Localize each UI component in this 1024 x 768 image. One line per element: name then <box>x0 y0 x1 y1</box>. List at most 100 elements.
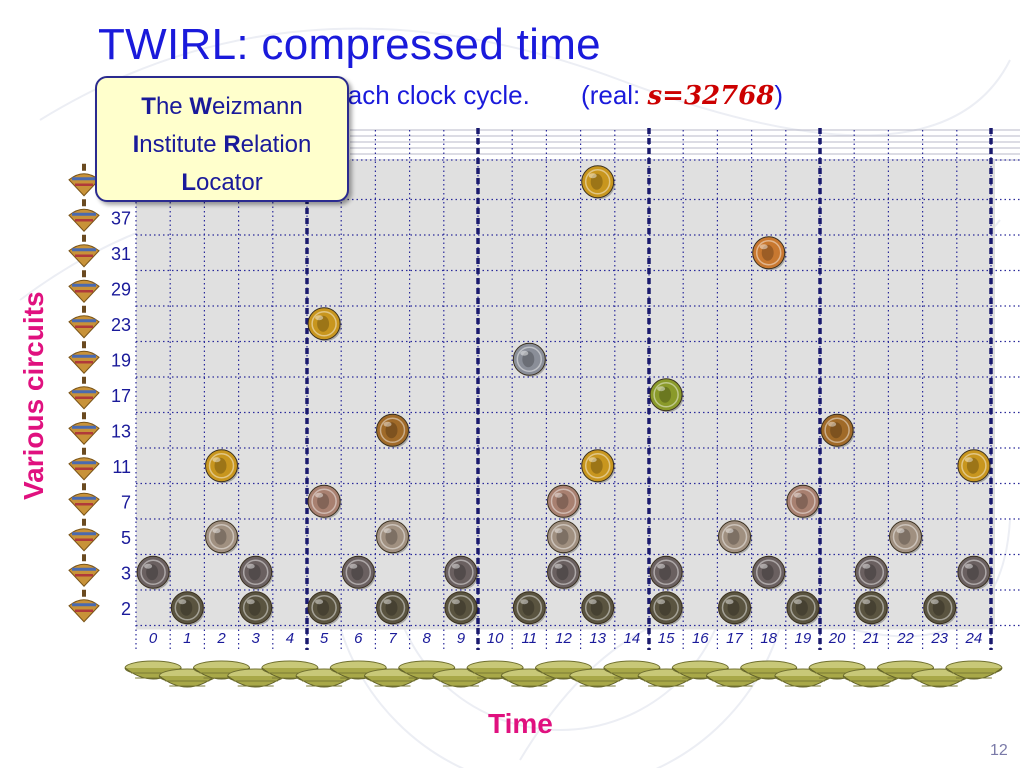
time-tick-label: 22 <box>896 630 914 647</box>
coin-marker-dark <box>581 591 616 626</box>
time-tick-label: 9 <box>457 630 466 647</box>
coin-marker-dark <box>649 591 684 626</box>
time-tick-label: 4 <box>286 630 294 647</box>
spinning-top-icon <box>68 483 100 516</box>
spinning-top-icon <box>68 199 100 232</box>
coin-marker-silver <box>512 342 547 377</box>
slide-title: TWIRL: compressed time <box>98 20 601 69</box>
coin-marker-darkgrey <box>752 555 787 590</box>
time-tick-label: 18 <box>760 630 777 647</box>
time-tick-label: 16 <box>692 630 709 647</box>
coin-marker-green <box>649 378 684 413</box>
circuit-row-label: 7 <box>121 492 131 512</box>
coin-marker-dark <box>923 591 958 626</box>
callout-line-2: Institute Relation <box>132 131 312 158</box>
twirl-acronym-callout: The Weizmann Institute Relation Locator <box>95 76 349 202</box>
basket-icon <box>432 668 490 688</box>
coin-marker-darkgrey <box>957 555 992 590</box>
time-tick-label: 21 <box>862 630 880 647</box>
time-tick-label: 12 <box>555 630 572 647</box>
coin-marker-darkgrey <box>444 555 479 590</box>
time-tick-label: 17 <box>726 630 743 647</box>
circuit-row-label: 17 <box>111 386 131 406</box>
time-tick-label: 11 <box>522 630 538 647</box>
circuit-row-label: 13 <box>111 421 131 441</box>
circuit-row-label: 19 <box>111 350 131 370</box>
coin-marker-grey <box>376 520 410 555</box>
coin-marker-dark <box>512 591 547 626</box>
real-label: (real: <box>581 80 648 110</box>
coin-marker-copper <box>752 236 787 271</box>
coin-marker-grey <box>205 520 239 555</box>
time-tick-label: 20 <box>828 630 846 647</box>
coin-marker-gold <box>581 165 616 200</box>
coin-marker-dark <box>854 591 889 626</box>
spinning-top-icon <box>68 589 100 623</box>
spinning-top-icon <box>68 447 100 481</box>
coin-marker-grey <box>718 520 752 555</box>
coin-marker-darkgrey <box>136 555 171 590</box>
coin-marker-gold <box>581 449 616 484</box>
coin-marker-darkgrey <box>854 555 889 590</box>
coin-marker-gold <box>957 449 992 484</box>
coin-marker-dark <box>307 591 342 626</box>
circuit-row-label: 29 <box>111 279 131 299</box>
coin-marker-dark <box>786 591 821 626</box>
time-tick-label: 7 <box>388 630 397 647</box>
coin-marker-gold <box>307 307 342 342</box>
circuit-row-label: 2 <box>121 599 131 619</box>
circuit-row-label: 11 <box>112 457 131 477</box>
spinning-top-icon <box>68 234 100 268</box>
coin-marker-dark <box>170 591 205 626</box>
coin-marker-dark <box>444 591 479 626</box>
real-close: ) <box>774 80 784 110</box>
callout-line-3: Locator <box>181 169 263 196</box>
page-number: 12 <box>990 742 1008 759</box>
coin-marker-bronze <box>376 413 410 448</box>
time-tick-label: 15 <box>658 630 675 647</box>
coin-marker-darkgrey <box>649 555 684 590</box>
time-tick-label: 0 <box>149 630 158 647</box>
spinning-top-icon <box>68 305 100 339</box>
coin-marker-dark <box>376 591 410 626</box>
time-tick-label: 8 <box>423 630 432 647</box>
spinning-top-icon <box>68 554 100 587</box>
spinning-top-icon <box>68 341 100 374</box>
time-tick-label: 19 <box>795 630 812 647</box>
circuit-row-label: 37 <box>111 208 131 228</box>
time-tick-label: 24 <box>965 630 983 647</box>
circuit-row-label: 31 <box>111 244 131 264</box>
x-axis-label: Time <box>488 708 553 739</box>
coin-marker-darkgrey <box>239 555 274 590</box>
coin-marker-dark <box>718 591 752 626</box>
time-tick-label: 1 <box>183 630 191 647</box>
coin-marker-dark <box>239 591 274 626</box>
time-tick-label: 10 <box>487 630 504 647</box>
time-tick-label: 5 <box>320 630 329 647</box>
spinning-top-icon <box>68 376 100 410</box>
y-axis-label: Various circuits <box>18 291 49 500</box>
spinning-top-icon <box>68 518 100 552</box>
spinning-top-icon <box>68 412 100 445</box>
coin-marker-darkgrey <box>341 555 376 590</box>
callout-line-1: The Weizmann <box>141 93 303 120</box>
coin-marker-pinkish <box>307 484 342 519</box>
real-note: (real: s=32768) <box>581 80 784 111</box>
time-tick-label: 6 <box>354 630 363 647</box>
coin-marker-bronze <box>820 413 855 448</box>
real-value: s=32768 <box>647 81 775 111</box>
coin-marker-grey <box>547 520 581 555</box>
circuit-row-label: 23 <box>111 315 131 335</box>
time-tick-label: 3 <box>252 630 261 647</box>
circuit-row-label: 5 <box>121 528 131 548</box>
coin-marker-gold <box>205 449 239 484</box>
spinning-top-icon <box>68 270 100 303</box>
coin-marker-pinkish <box>547 484 581 519</box>
coin-marker-grey <box>889 520 923 555</box>
time-tick-label: 23 <box>930 630 948 647</box>
coin-marker-pinkish <box>786 484 821 519</box>
time-tick-label: 13 <box>589 630 606 647</box>
circuit-row-label: 3 <box>121 563 131 583</box>
basket-icon <box>945 660 1003 680</box>
